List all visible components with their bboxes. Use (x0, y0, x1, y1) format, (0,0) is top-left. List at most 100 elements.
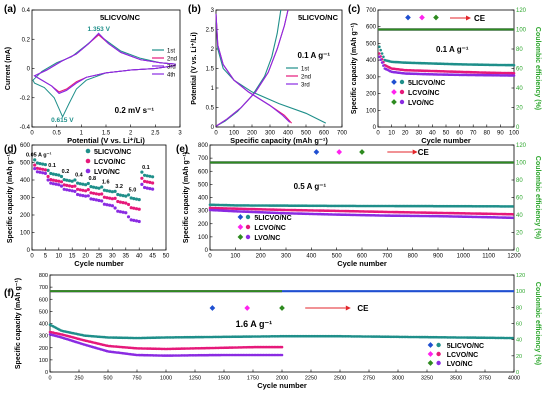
legend-label: 3rd (301, 83, 310, 89)
x-tick-label: 300 (265, 131, 276, 137)
y2-tick-label: 20 (516, 231, 523, 237)
legend-label: 5LICVO/NC (408, 80, 445, 87)
capacity-point (86, 181, 90, 186)
legend-label: 4th (167, 73, 175, 79)
panel-title: 5LICVO/NC (298, 13, 339, 22)
legend-marker (391, 79, 397, 85)
capacity-point (59, 180, 64, 184)
x-tick-label: 20 (402, 131, 409, 137)
y2-tick-label: 0 (516, 370, 519, 376)
capacity-point (132, 206, 136, 210)
capacity-point (140, 176, 144, 180)
y-axis-label: Current (mA) (5, 47, 12, 90)
x-tick-label: 800 (408, 254, 419, 260)
y2-tick-label: 100 (516, 289, 525, 295)
x-axis-label: Cycle number (337, 259, 387, 268)
y-tick-label: 600 (39, 297, 48, 303)
x-tick-label: 2 (129, 131, 133, 137)
panel-label: (f) (4, 288, 14, 299)
capacity-point (280, 345, 284, 349)
y-tick-label: 0 (27, 67, 31, 73)
capacity-point (126, 202, 131, 207)
y2-tick-label: 40 (516, 338, 522, 344)
capacity-point (35, 170, 40, 174)
capacity-point (65, 178, 69, 182)
capacity-point (132, 197, 136, 201)
capacity-point (126, 215, 131, 219)
rate-label: 0.05 A g⁻¹ (26, 152, 52, 159)
y2-tick-label: 20 (516, 106, 523, 112)
capacity-point (73, 178, 77, 182)
x-tick-label: 2500 (334, 376, 346, 382)
capacity-point (89, 191, 93, 195)
legend-marker (427, 360, 434, 366)
y-tick-label: 0.5 (206, 106, 215, 112)
x-tick-label: 3500 (450, 376, 462, 382)
y2-axis-label: Coulombic efficiency (%) (534, 156, 541, 239)
x-tick-label: 100 (229, 131, 240, 137)
capacity-point (124, 194, 128, 198)
y-tick-label: 400 (20, 178, 31, 184)
legend-label: LCVO/NC (254, 225, 285, 232)
x-tick-label: 80 (483, 131, 490, 137)
legend-marker (399, 99, 405, 105)
y-tick-label: 0 (205, 248, 209, 254)
y2-tick-label: 80 (516, 47, 523, 53)
x-tick-label: 3750 (479, 376, 491, 382)
y-tick-label: 2.5 (206, 28, 215, 34)
capacity-point (46, 168, 50, 172)
panel-2: 0 10 20 30 40 50 60 70 80 90 100010020030040050060… (348, 4, 541, 145)
capacity-point (33, 167, 37, 171)
x-tick-label: 900 (433, 254, 444, 260)
capacity-point (43, 163, 48, 167)
y-tick-label: 0.4 (22, 8, 31, 14)
capacity-point (143, 173, 147, 177)
y-tick-label: 0 (45, 370, 48, 376)
y-tick-label: 600 (198, 169, 209, 175)
capacity-point (148, 180, 152, 184)
legend-marker (245, 234, 251, 240)
capacity-point (118, 200, 122, 204)
panel-4: 0 100 200 300 400 500 600 700 800 900 1000 1100 1200… (176, 143, 541, 268)
capacity-point (81, 182, 85, 186)
ce-marker (209, 305, 216, 311)
capacity-point (49, 178, 53, 182)
x-tick-label: 40 (136, 254, 143, 260)
discharge-curve (215, 13, 291, 123)
y-tick-label: 100 (20, 231, 31, 237)
x-tick-label: 600 (357, 254, 368, 260)
y-tick-label: 300 (366, 75, 377, 81)
y2-tick-label: 20 (516, 354, 522, 360)
capacity-point (124, 211, 128, 215)
capacity-point (84, 194, 88, 198)
capacity-point (35, 161, 40, 165)
capacity-point (84, 189, 88, 193)
x-tick-label: 90 (497, 131, 504, 137)
legend-marker (245, 224, 251, 230)
x-tick-label: 1 (80, 131, 84, 137)
arrow-head (412, 149, 418, 155)
capacity-point (97, 198, 101, 203)
capacity-point (38, 162, 42, 166)
panel-label: (b) (188, 4, 201, 15)
capacity-point (382, 55, 385, 59)
capacity-point (97, 186, 101, 190)
legend-label: LVO/NC (408, 100, 434, 107)
capacity-point (102, 202, 106, 206)
capacity-point (151, 175, 155, 179)
capacity-point (110, 190, 114, 194)
y-tick-label: 0 (211, 125, 215, 131)
x-tick-label: 0 (48, 376, 51, 382)
x-tick-label: 400 (283, 131, 294, 137)
capacity-point (148, 187, 152, 191)
x-tick-label: 500 (103, 376, 112, 382)
y-tick-label: 1.5 (206, 67, 215, 73)
legend-marker (436, 360, 441, 366)
y-tick-label: 600 (20, 143, 31, 149)
x-tick-label: 10 (55, 254, 62, 260)
x-tick-label: 25 (96, 254, 103, 260)
capacity-point (33, 158, 37, 162)
discharge-curve (215, 13, 327, 124)
capacity-point (134, 197, 139, 201)
